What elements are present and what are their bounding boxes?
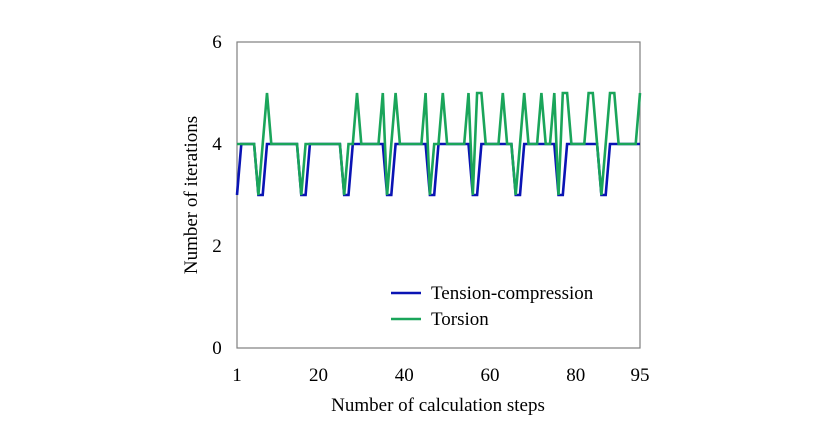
- y-tick-labels: 0 2 4 6: [212, 32, 222, 359]
- x-tick-label: 60: [480, 365, 499, 386]
- y-tick-label: 4: [212, 134, 222, 155]
- x-tick-label: 80: [566, 365, 585, 386]
- x-tick-label: 95: [631, 365, 650, 386]
- series-line-torsion: [237, 91, 642, 196]
- y-tick-label: 0: [212, 338, 222, 359]
- x-tick-label: 20: [309, 365, 328, 386]
- legend: Tension-compression Torsion: [391, 283, 594, 330]
- series-layer: [235, 91, 642, 197]
- x-axis-label: Number of calculation steps: [331, 395, 545, 416]
- x-tick-label: 40: [395, 365, 414, 386]
- y-tick-label: 6: [212, 32, 222, 53]
- legend-label: Torsion: [431, 309, 489, 330]
- legend-label: Tension-compression: [431, 283, 594, 304]
- y-axis-label: Number of iterations: [181, 116, 202, 274]
- x-tick-labels: 1 20 40 60 80 95: [232, 365, 649, 386]
- y-tick-label: 2: [212, 236, 222, 257]
- x-tick-label: 1: [232, 365, 242, 386]
